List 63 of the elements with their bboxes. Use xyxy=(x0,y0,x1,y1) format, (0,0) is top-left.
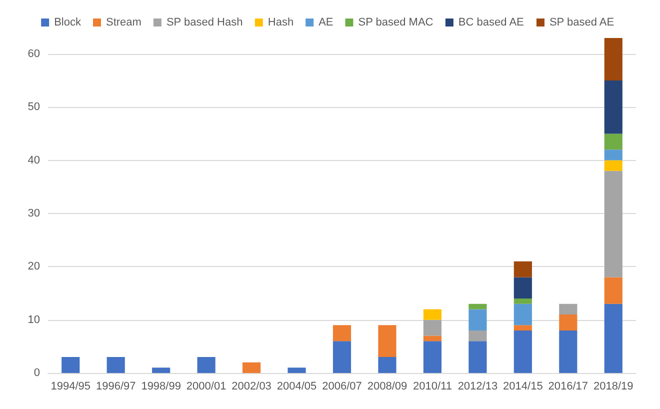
y-tick-label: 50 xyxy=(28,101,40,114)
x-tick-label: 1998/99 xyxy=(141,380,181,392)
bar xyxy=(559,304,578,315)
bar xyxy=(242,362,261,373)
bar xyxy=(468,309,487,330)
bar xyxy=(106,357,125,373)
x-tick-label: 2016/17 xyxy=(548,380,588,392)
bar xyxy=(514,277,532,299)
x-tick-label: 2010/11 xyxy=(412,380,452,392)
bar xyxy=(468,341,487,373)
y-tick-label: 40 xyxy=(28,154,40,166)
x-tick-label: 2006/07 xyxy=(322,380,362,392)
legend-label: AE xyxy=(318,16,334,28)
bar xyxy=(514,330,532,373)
legend-label: SP based AE xyxy=(549,16,614,28)
y-tick-label: 20 xyxy=(28,260,40,273)
bar xyxy=(378,357,396,373)
bar xyxy=(604,304,622,373)
bar xyxy=(378,325,396,358)
bar xyxy=(514,261,532,278)
bar xyxy=(468,304,487,310)
bar xyxy=(288,368,306,373)
bar xyxy=(152,368,170,373)
bar xyxy=(604,80,622,134)
x-tick-label: 1996/97 xyxy=(96,380,136,392)
bar xyxy=(423,320,442,336)
bar xyxy=(423,309,442,320)
bar xyxy=(604,38,622,81)
bar xyxy=(62,357,80,373)
x-tick-label: 2018/19 xyxy=(594,380,634,392)
legend-label: SP based MAC xyxy=(358,16,434,28)
x-tick-label: 2008/09 xyxy=(367,380,408,392)
x-tick-label: 2000/01 xyxy=(186,380,226,392)
bar xyxy=(197,357,216,373)
x-tick-label: 2002/03 xyxy=(232,380,272,392)
y-tick-label: 30 xyxy=(28,207,40,220)
x-tick-label: 2004/05 xyxy=(276,380,317,392)
bar xyxy=(514,304,532,326)
bar xyxy=(604,150,622,160)
bar xyxy=(332,341,352,373)
bar xyxy=(423,336,442,342)
bar xyxy=(332,325,352,342)
legend-label: Hash xyxy=(268,16,294,28)
bar xyxy=(514,325,532,330)
legend-label: SP based Hash xyxy=(166,16,243,28)
x-tick-label: 2012/13 xyxy=(458,380,498,392)
y-tick-label: 60 xyxy=(28,48,40,60)
bar xyxy=(423,341,442,373)
bar xyxy=(604,170,622,278)
x-tick-label: 1994/95 xyxy=(50,380,90,392)
bar xyxy=(604,277,622,304)
bar xyxy=(514,298,532,304)
legend-label: BC based AE xyxy=(458,16,524,28)
x-tick-label: 2014/15 xyxy=(503,380,543,392)
bar xyxy=(468,330,487,342)
y-tick-label: 10 xyxy=(28,314,40,326)
bar xyxy=(559,330,578,373)
y-tick-label: 0 xyxy=(34,367,40,379)
legend-label: Block xyxy=(54,16,82,28)
bar xyxy=(604,134,622,150)
bar xyxy=(559,314,578,330)
bar xyxy=(604,160,622,171)
legend-label: Stream xyxy=(106,16,142,28)
